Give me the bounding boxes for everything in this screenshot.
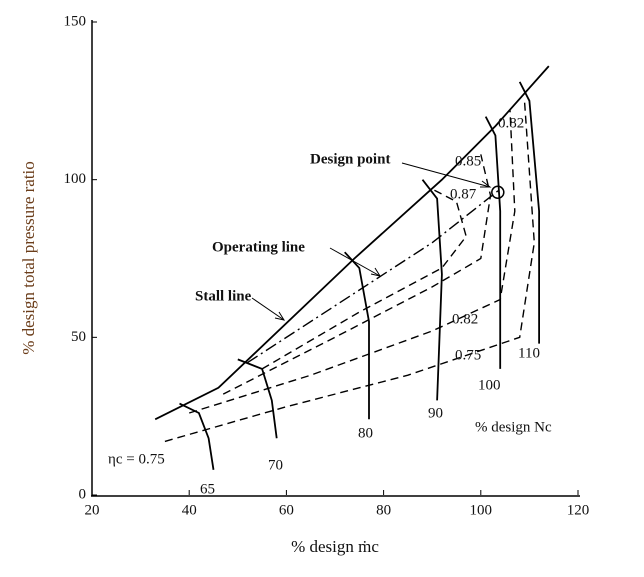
series-label: 80	[358, 425, 373, 441]
series-line	[518, 81, 540, 344]
series-line	[261, 188, 467, 370]
arrow-head	[480, 180, 492, 188]
y-tick-label: 100	[64, 171, 87, 187]
arrow	[329, 247, 381, 277]
series-label: 100	[478, 377, 501, 393]
y-tick-label: 50	[71, 329, 86, 345]
series-label: 0.75	[455, 347, 481, 363]
series-line	[237, 358, 278, 439]
annotation: ηc = 0.75	[108, 451, 165, 467]
annotation: 0.82	[498, 115, 524, 131]
y-tick-label: 0	[79, 486, 87, 502]
x-tick-label: 80	[376, 502, 391, 518]
series-line	[247, 188, 501, 364]
x-tick-label: 20	[85, 502, 100, 518]
design-point-label: Design point	[310, 151, 390, 167]
x-axis-label: % design ṁc	[291, 537, 379, 556]
x-tick-label: 60	[279, 502, 294, 518]
series-line	[188, 110, 516, 414]
series-label: 90	[428, 405, 443, 421]
series-line	[164, 100, 536, 443]
series-line	[421, 179, 443, 401]
series-label: 0.82	[452, 311, 478, 327]
series-label: 110	[518, 345, 540, 361]
series-line	[484, 116, 502, 369]
series-label: 70	[268, 457, 283, 473]
series-line	[222, 154, 492, 395]
y-tick-label: 150	[64, 13, 87, 29]
x-tick-label: 120	[567, 502, 590, 518]
arrow	[251, 297, 285, 321]
annotation: % design Nc	[475, 419, 552, 435]
arrow-head	[274, 311, 286, 321]
series-line	[154, 65, 550, 421]
series-line	[344, 251, 370, 420]
series-label: Operating line	[212, 239, 305, 255]
series-label: 0.87	[450, 186, 477, 202]
series-line	[179, 402, 215, 470]
y-axis-label: % design total pressure ratio	[19, 161, 38, 355]
x-tick-label: 100	[470, 502, 493, 518]
series-label: 0.85	[455, 153, 481, 169]
x-tick-label: 40	[182, 502, 197, 518]
series-label: 65	[200, 481, 215, 497]
design-point	[491, 185, 505, 200]
series-label: Stall line	[195, 288, 252, 304]
